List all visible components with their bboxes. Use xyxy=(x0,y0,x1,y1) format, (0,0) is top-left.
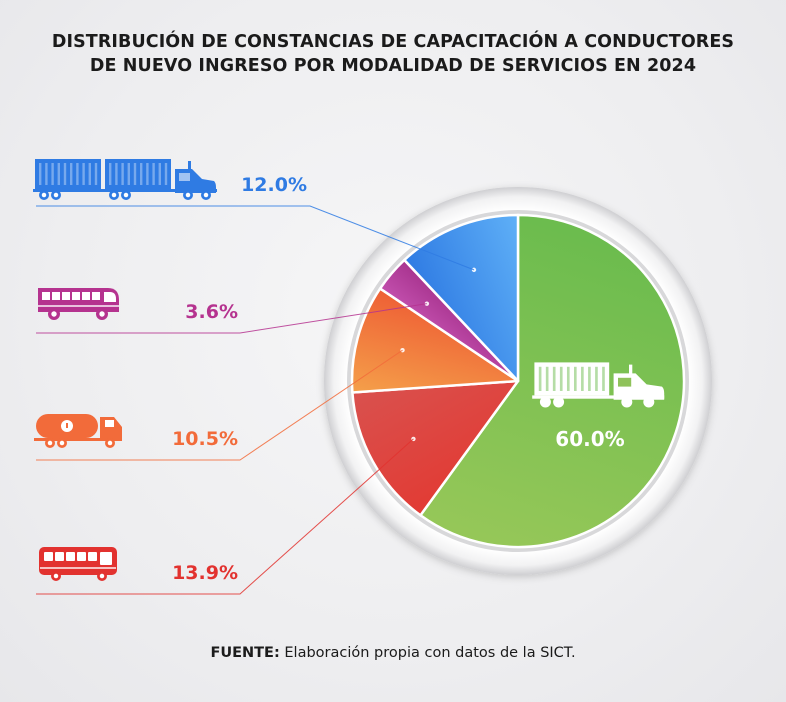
source-note: FUENTE: Elaboración propia con datos de … xyxy=(0,645,786,661)
bus-icon xyxy=(39,547,117,581)
leader-line xyxy=(36,349,403,461)
slice-value-label: 12.0% xyxy=(241,174,307,196)
source-label: FUENTE: xyxy=(210,645,280,661)
leader-line xyxy=(36,303,427,334)
tanker-truck-icon xyxy=(34,414,122,448)
coach-bus-icon xyxy=(38,288,119,320)
pie-slice-5 xyxy=(403,213,520,383)
slice-value-label: 10.5% xyxy=(172,428,238,450)
leader-line xyxy=(36,205,475,271)
chart-title-line-2: DE NUEVO INGRESO POR MODALIDAD DE SERVIC… xyxy=(89,56,697,76)
source-text: Elaboración propia con datos de la SICT. xyxy=(284,645,576,661)
double-trailer-truck-icon xyxy=(33,159,217,200)
pie-slice-3 xyxy=(350,287,520,394)
slice-value-label: 3.6% xyxy=(185,301,238,323)
slice-value-label: 60.0% xyxy=(555,427,624,451)
pie-slice-2 xyxy=(351,379,520,517)
leader-line xyxy=(36,438,414,595)
slice-value-label: 13.9% xyxy=(172,562,238,584)
chart-title-line-1: DISTRIBUCIÓN DE CONSTANCIAS DE CAPACITAC… xyxy=(51,32,735,52)
chart-title: DISTRIBUCIÓN DE CONSTANCIAS DE CAPACITAC… xyxy=(0,30,786,78)
semi-truck-icon xyxy=(532,362,665,408)
